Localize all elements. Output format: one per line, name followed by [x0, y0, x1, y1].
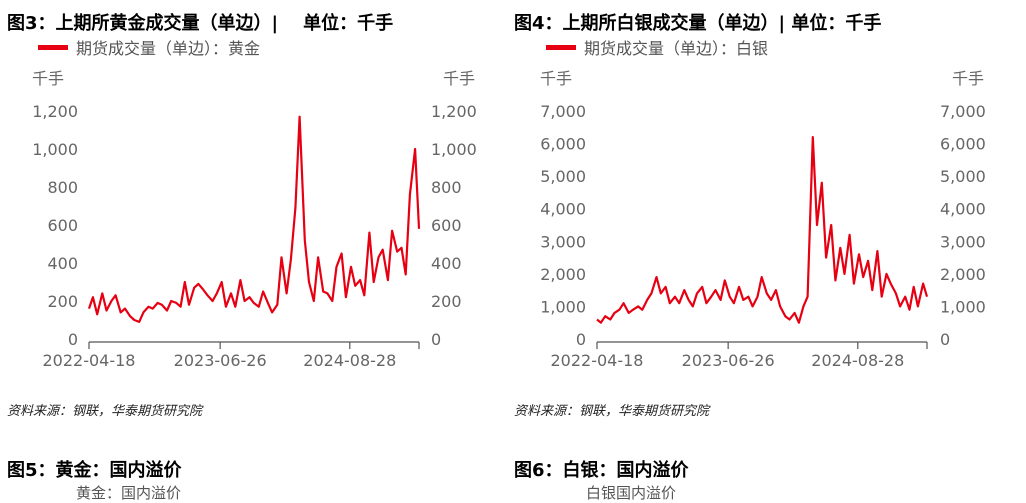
- series-line: [87, 115, 421, 323]
- figure-5-title: 图5：黄金：国内溢价: [7, 460, 182, 481]
- y-tick-label-right: 3,000: [940, 232, 986, 251]
- y-tick-label-left: 3,000: [540, 232, 586, 251]
- y-tick-label-left: 7,000: [540, 102, 586, 121]
- y-tick-label-right: 600: [431, 216, 462, 235]
- y-tick-label-left: 1,000: [32, 140, 78, 159]
- figure-6-legend: 白银国内溢价: [586, 484, 677, 502]
- x-tick-label: 2022-04-18: [43, 351, 136, 370]
- y-axis-unit-left: 千手: [540, 69, 572, 88]
- y-tick-label-right: 400: [431, 254, 462, 273]
- legend-swatch: [546, 44, 576, 50]
- y-tick-label-right: 2,000: [940, 265, 986, 284]
- y-axis-unit-right: 千手: [952, 69, 984, 88]
- figure-3-legend: 期货成交量（单边）：黄金: [38, 35, 260, 59]
- y-tick-label-left: 1,000: [540, 297, 586, 316]
- series-line: [596, 136, 929, 324]
- y-tick-label-right: 7,000: [940, 102, 986, 121]
- figure-3-source: 资料来源：钢联，华泰期货研究院: [7, 404, 203, 419]
- figure-4-source: 资料来源：钢联，华泰期货研究院: [514, 404, 710, 419]
- y-tick-label-right: 6,000: [940, 135, 986, 154]
- y-tick-label-left: 600: [47, 216, 78, 235]
- x-tick-label: 2024-08-28: [811, 351, 904, 370]
- y-tick-label-right: 0: [940, 330, 950, 349]
- x-tick-label: 2023-06-26: [174, 351, 267, 370]
- x-tick-label: 2022-04-18: [551, 351, 644, 370]
- y-tick-label-right: 1,000: [431, 140, 477, 159]
- figure-3-title: 图3：上期所黄金成交量（单边）| 单位：千手: [7, 13, 394, 34]
- y-axis-unit-right: 千手: [443, 69, 475, 88]
- y-tick-label-left: 4,000: [540, 200, 586, 219]
- y-tick-label-left: 2,000: [540, 265, 586, 284]
- y-tick-label-right: 1,000: [940, 297, 986, 316]
- y-tick-label-left: 200: [47, 292, 78, 311]
- figure-4-legend: 期货成交量（单边）：白银: [546, 35, 768, 59]
- y-tick-label-left: 400: [47, 254, 78, 273]
- figure-5-legend: 黄金：国内溢价: [76, 484, 182, 502]
- y-tick-label-left: 0: [576, 330, 586, 349]
- y-tick-label-right: 200: [431, 292, 462, 311]
- y-tick-label-left: 0: [68, 330, 78, 349]
- legend-label: 期货成交量（单边）：黄金: [76, 39, 261, 58]
- y-tick-label-right: 4,000: [940, 200, 986, 219]
- legend-swatch: [38, 44, 68, 50]
- x-tick-label: 2024-08-28: [303, 351, 396, 370]
- x-tick-label: 2023-06-26: [682, 351, 775, 370]
- y-tick-label-left: 800: [47, 178, 78, 197]
- figure-4-title: 图4：上期所白银成交量（单边）| 单位：千手: [514, 13, 882, 34]
- y-tick-label-left: 1,200: [32, 102, 78, 121]
- figure-6-title: 图6：白银：国内溢价: [514, 460, 689, 481]
- y-tick-label-right: 0: [431, 330, 441, 349]
- y-tick-label-left: 5,000: [540, 167, 586, 186]
- y-tick-label-right: 1,200: [431, 102, 477, 121]
- y-tick-label-left: 6,000: [540, 135, 586, 154]
- legend-label: 期货成交量（单边）：白银: [584, 39, 769, 58]
- y-axis-unit-left: 千手: [32, 69, 64, 88]
- y-tick-label-right: 5,000: [940, 167, 986, 186]
- y-tick-label-right: 800: [431, 178, 462, 197]
